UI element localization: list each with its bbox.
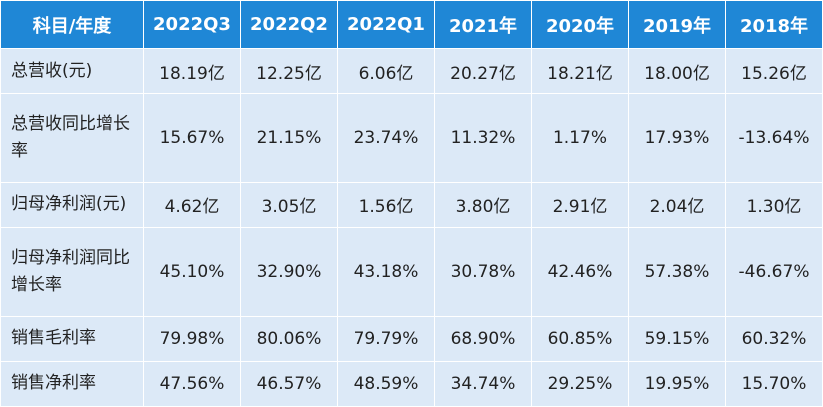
data-cell: 60.32% <box>725 315 823 362</box>
data-cell: 6.06亿 <box>337 47 435 95</box>
data-cell: 80.06% <box>240 315 338 362</box>
row-label: 销售净利率 <box>0 360 144 407</box>
table-row: 总营收同比增长率 15.67% 21.15% 23.74% 11.32% 1.17% 17.… <box>0 93 823 183</box>
table-row: 归母净利润(元) 4.62亿 3.05亿 1.56亿 3.80亿 2.91亿 2.04亿 1.… <box>0 181 823 228</box>
header-cell: 科目/年度 <box>0 0 144 49</box>
data-cell: 3.80亿 <box>434 181 532 228</box>
data-cell: 79.79% <box>337 315 435 362</box>
data-cell: 17.93% <box>628 93 726 183</box>
header-cell: 2022Q1 <box>337 0 435 49</box>
data-cell: -13.64% <box>725 93 823 183</box>
data-cell: 57.38% <box>628 226 726 317</box>
data-cell: 21.15% <box>240 93 338 183</box>
row-label: 归母净利润(元) <box>0 181 144 228</box>
table-row: 销售净利率 47.56% 46.57% 48.59% 34.74% 29.25% 19.95… <box>0 360 823 407</box>
data-cell: 3.05亿 <box>240 181 338 228</box>
data-cell: 18.00亿 <box>628 47 726 95</box>
data-cell: 46.57% <box>240 360 338 407</box>
table-row: 总营收(元) 18.19亿 12.25亿 6.06亿 20.27亿 18.21亿 18.00… <box>0 47 823 95</box>
data-cell: 32.90% <box>240 226 338 317</box>
table-row: 销售毛利率 79.98% 80.06% 79.79% 68.90% 60.85% 59.15… <box>0 315 823 362</box>
row-label: 销售毛利率 <box>0 315 144 362</box>
data-cell: -46.67% <box>725 226 823 317</box>
data-cell: 79.98% <box>143 315 241 362</box>
table-body: 总营收(元) 18.19亿 12.25亿 6.06亿 20.27亿 18.21亿 18.00… <box>0 47 823 407</box>
data-cell: 47.56% <box>143 360 241 407</box>
data-cell: 2.04亿 <box>628 181 726 228</box>
header-cell: 2018年 <box>725 0 823 49</box>
data-cell: 15.26亿 <box>725 47 823 95</box>
header-cell: 2020年 <box>531 0 629 49</box>
data-cell: 60.85% <box>531 315 629 362</box>
data-cell: 1.30亿 <box>725 181 823 228</box>
data-cell: 11.32% <box>434 93 532 183</box>
data-cell: 12.25亿 <box>240 47 338 95</box>
header-cell: 2019年 <box>628 0 726 49</box>
row-label: 总营收(元) <box>0 47 144 95</box>
header-cell: 2022Q2 <box>240 0 338 49</box>
data-cell: 1.56亿 <box>337 181 435 228</box>
data-cell: 18.21亿 <box>531 47 629 95</box>
data-cell: 30.78% <box>434 226 532 317</box>
header-cell: 2021年 <box>434 0 532 49</box>
data-cell: 34.74% <box>434 360 532 407</box>
row-label: 总营收同比增长率 <box>0 93 144 183</box>
data-cell: 1.17% <box>531 93 629 183</box>
data-cell: 15.67% <box>143 93 241 183</box>
header-row: 科目/年度 2022Q3 2022Q2 2022Q1 2021年 2020年 2019年 20… <box>0 0 823 49</box>
data-cell: 20.27亿 <box>434 47 532 95</box>
data-cell: 18.19亿 <box>143 47 241 95</box>
table-row: 归母净利润同比增长率 45.10% 32.90% 43.18% 30.78% 42.46%… <box>0 226 823 317</box>
header-cell: 2022Q3 <box>143 0 241 49</box>
data-cell: 2.91亿 <box>531 181 629 228</box>
data-cell: 15.70% <box>725 360 823 407</box>
data-cell: 19.95% <box>628 360 726 407</box>
data-cell: 29.25% <box>531 360 629 407</box>
data-cell: 48.59% <box>337 360 435 407</box>
data-cell: 59.15% <box>628 315 726 362</box>
data-cell: 68.90% <box>434 315 532 362</box>
data-cell: 45.10% <box>143 226 241 317</box>
data-cell: 42.46% <box>531 226 629 317</box>
data-cell: 43.18% <box>337 226 435 317</box>
row-label: 归母净利润同比增长率 <box>0 226 144 317</box>
data-cell: 23.74% <box>337 93 435 183</box>
data-cell: 4.62亿 <box>143 181 241 228</box>
